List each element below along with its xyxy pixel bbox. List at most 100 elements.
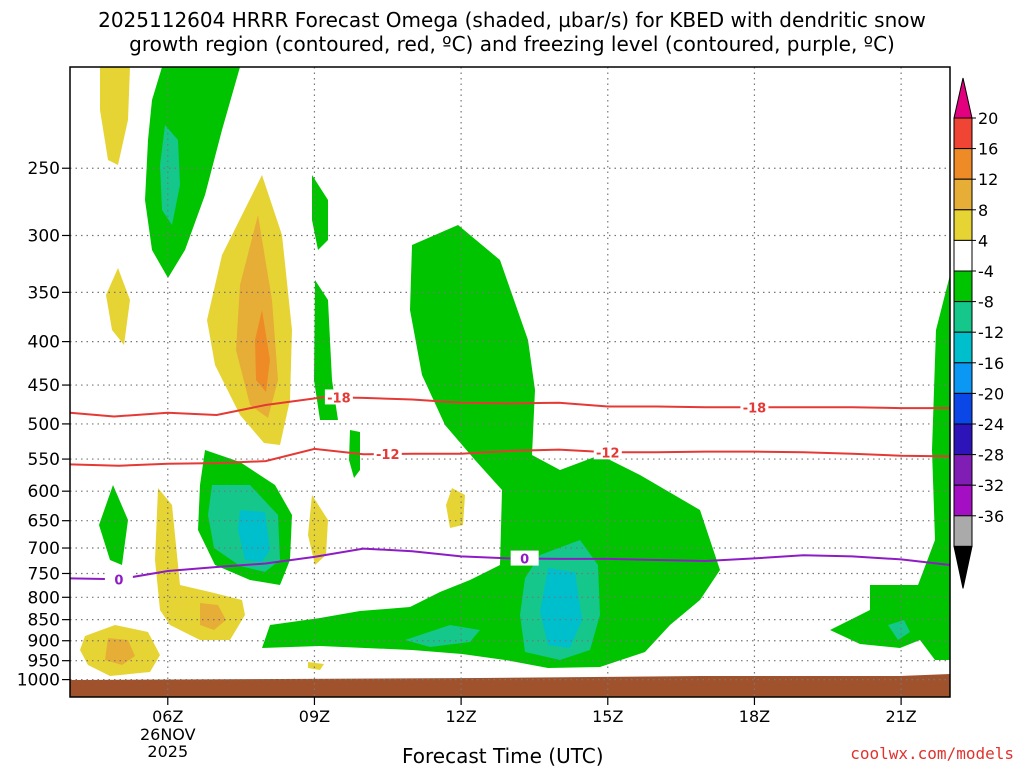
isotherm-label: 0 bbox=[114, 573, 123, 588]
omega-region bbox=[105, 638, 135, 665]
colorbar-label: -12 bbox=[978, 323, 1004, 342]
x-tick-label: 21Z bbox=[885, 707, 916, 726]
x-tick-label: 06Z bbox=[152, 707, 183, 726]
colorbar-swatch bbox=[953, 148, 973, 180]
omega-region bbox=[308, 662, 324, 670]
colorbar-label: -32 bbox=[978, 476, 1004, 495]
colorbar-swatch bbox=[953, 270, 973, 303]
isotherm-label-bg bbox=[104, 571, 133, 587]
colorbar-label: -4 bbox=[978, 262, 994, 281]
x-tick-label: 18Z bbox=[739, 707, 770, 726]
colorbar-arrow-bottom bbox=[953, 545, 973, 589]
omega-region bbox=[314, 280, 338, 420]
y-tick-label: 300 bbox=[28, 226, 60, 246]
x-axis-label: Forecast Time (UTC) bbox=[402, 744, 604, 768]
chart-title-line1: 2025112604 HRRR Forecast Omega (shaded, … bbox=[98, 8, 926, 32]
x-tick-label: 09Z bbox=[299, 707, 330, 726]
credit-text: coolwx.com/models bbox=[850, 744, 1014, 763]
isotherm-label-bg bbox=[510, 550, 539, 566]
colorbar-label: -28 bbox=[978, 446, 1004, 465]
y-tick-label: 450 bbox=[28, 376, 60, 396]
y-tick-label: 850 bbox=[28, 611, 60, 631]
isotherm-line bbox=[69, 547, 951, 581]
y-tick-label: 350 bbox=[28, 283, 60, 303]
isotherm-label-bg bbox=[593, 444, 622, 460]
plot-frame bbox=[69, 66, 951, 698]
colorbar-label: 8 bbox=[978, 201, 988, 220]
omega-region bbox=[446, 488, 465, 528]
isotherm-contours: -18 -18 -12 -12 0 0 bbox=[69, 389, 951, 588]
y-tick-label: 900 bbox=[28, 632, 60, 652]
colorbar-swatch bbox=[953, 454, 973, 486]
omega-region bbox=[262, 225, 720, 668]
colorbar-swatch bbox=[953, 362, 973, 394]
colorbar-swatch bbox=[953, 423, 973, 456]
y-tick-label: 550 bbox=[28, 450, 60, 470]
colorbar-label: -20 bbox=[978, 384, 1004, 403]
colorbar-label: -36 bbox=[978, 507, 1004, 526]
colorbar-label: -16 bbox=[978, 354, 1004, 373]
y-axis: 2503003504004505005506006507007508008509… bbox=[17, 159, 70, 691]
colorbar: 20 16 12 8 4 -4 -8 -12 -16 -20 -24 -28 -32 -36 bbox=[953, 77, 1004, 589]
x-tick-sublabel: 2025 bbox=[147, 742, 188, 761]
omega-region bbox=[160, 125, 180, 225]
colorbar-label: 4 bbox=[978, 231, 988, 250]
omega-region bbox=[888, 620, 910, 640]
isotherm-label: -12 bbox=[376, 448, 400, 463]
ground-surface bbox=[70, 674, 950, 697]
omega-region bbox=[830, 275, 950, 660]
x-tick-sublabel: 26NOV bbox=[140, 725, 196, 744]
x-tick-label: 15Z bbox=[592, 707, 623, 726]
isotherm-label-bg bbox=[373, 446, 402, 462]
isotherm-label: -12 bbox=[596, 446, 620, 461]
colorbar-swatch bbox=[953, 331, 973, 364]
colorbar-swatch bbox=[953, 239, 973, 272]
colorbar-swatch bbox=[953, 515, 973, 547]
colorbar-swatch bbox=[953, 301, 973, 333]
colorbar-label: -24 bbox=[978, 415, 1004, 434]
isotherm-label: -18 bbox=[327, 391, 351, 406]
colorbar-swatch bbox=[953, 178, 973, 211]
y-tick-label: 1000 bbox=[17, 671, 60, 691]
y-tick-label: 500 bbox=[28, 415, 60, 435]
omega-region bbox=[405, 625, 480, 647]
omega-region bbox=[255, 310, 270, 392]
y-tick-label: 700 bbox=[28, 539, 60, 559]
y-tick-label: 750 bbox=[28, 564, 60, 584]
omega-region bbox=[540, 568, 582, 648]
omega-shading bbox=[80, 67, 950, 676]
omega-region bbox=[99, 485, 128, 565]
isotherm-label: -18 bbox=[743, 401, 767, 416]
omega-region bbox=[145, 67, 240, 278]
y-tick-label: 600 bbox=[28, 482, 60, 502]
y-tick-label: 650 bbox=[28, 512, 60, 532]
x-tick-label: 12Z bbox=[445, 707, 476, 726]
omega-region bbox=[312, 175, 328, 250]
colorbar-label: -8 bbox=[978, 293, 994, 312]
omega-region bbox=[106, 268, 130, 345]
y-tick-label: 400 bbox=[28, 333, 60, 353]
grid-lines bbox=[70, 67, 950, 697]
colorbar-swatch bbox=[953, 484, 973, 517]
colorbar-swatch bbox=[953, 209, 973, 241]
colorbar-label: 12 bbox=[978, 170, 998, 189]
omega-region bbox=[200, 603, 226, 630]
isotherm-label-bg bbox=[740, 399, 769, 415]
isotherm-label: 0 bbox=[520, 553, 529, 568]
omega-region bbox=[238, 510, 270, 562]
y-tick-label: 800 bbox=[28, 588, 60, 608]
y-tick-label: 950 bbox=[28, 652, 60, 672]
colorbar-swatch bbox=[953, 117, 973, 150]
colorbar-label: 16 bbox=[978, 140, 998, 159]
omega-region bbox=[100, 67, 130, 165]
omega-region bbox=[155, 488, 245, 640]
colorbar-label: 20 bbox=[978, 109, 998, 128]
colorbar-swatch bbox=[953, 392, 973, 425]
y-tick-label: 250 bbox=[28, 159, 60, 179]
isotherm-line bbox=[69, 447, 951, 467]
chart-title-line2: growth region (contoured, red, ºC) and f… bbox=[129, 32, 895, 56]
isotherm-label-bg bbox=[324, 389, 353, 405]
colorbar-arrow-top bbox=[953, 77, 973, 119]
